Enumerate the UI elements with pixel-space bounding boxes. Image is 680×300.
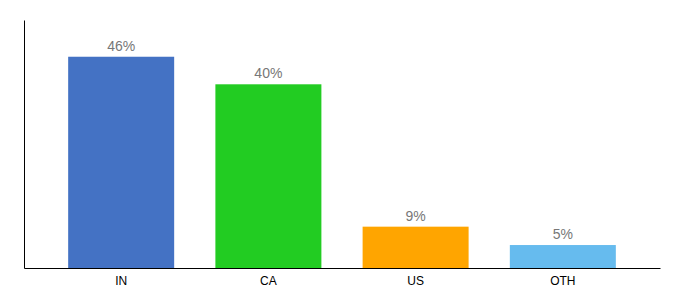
- x-tick: US: [407, 274, 424, 288]
- data-label: 5%: [553, 226, 573, 242]
- x-tick-label: IN: [115, 274, 127, 288]
- x-tick-label: CA: [260, 274, 277, 288]
- chart: IN CA US OTH 46% 40% 9% 5%: [0, 0, 680, 300]
- bar: [68, 57, 174, 268]
- x-tick-label: US: [407, 274, 424, 288]
- bar: [510, 245, 616, 268]
- bar: [215, 84, 321, 268]
- bar: [363, 227, 469, 268]
- plot: IN CA US OTH 46% 40% 9% 5%: [25, 21, 661, 288]
- data-label: 9%: [405, 208, 425, 224]
- y-axis: [24, 21, 25, 269]
- x-tick: OTH: [550, 274, 575, 288]
- data-label: 46%: [107, 38, 135, 54]
- x-tick: CA: [260, 274, 277, 288]
- x-axis-line: [25, 268, 661, 269]
- x-tick-label: OTH: [550, 274, 575, 288]
- data-label: 40%: [254, 65, 282, 81]
- x-tick: IN: [115, 274, 127, 288]
- bars: [68, 57, 616, 268]
- data-labels: 46% 40% 9% 5%: [107, 38, 573, 242]
- y-axis-line: [24, 21, 25, 269]
- x-axis: IN CA US OTH: [25, 269, 661, 288]
